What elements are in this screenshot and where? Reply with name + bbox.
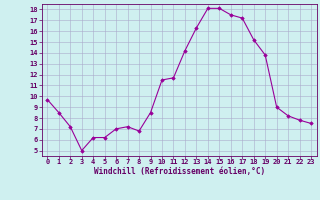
X-axis label: Windchill (Refroidissement éolien,°C): Windchill (Refroidissement éolien,°C) [94,167,265,176]
